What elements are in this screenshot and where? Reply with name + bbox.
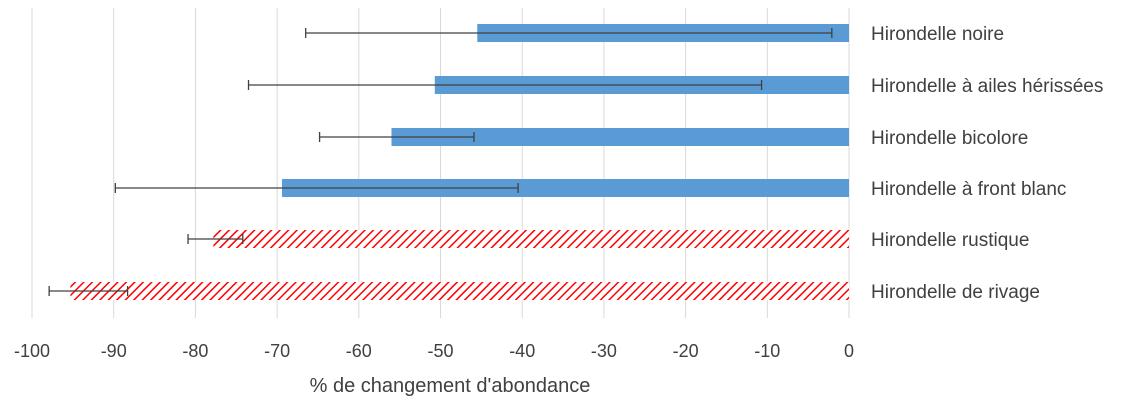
x-tick-label: -70 (264, 341, 290, 361)
x-axis-ticks: -100 -90 -80 -70 -60 -50 -40 -30 -20 -10 0 (14, 341, 854, 361)
bar (391, 128, 849, 146)
category-label: Hirondelle rustique (871, 230, 1029, 251)
x-tick-label: -20 (673, 341, 699, 361)
gridlines (31, 8, 850, 318)
category-labels: Hirondelle noire Hirondelle à ailes héris… (871, 24, 1103, 303)
x-axis-title: % de changement d'abondance (310, 375, 591, 397)
x-tick-label: 0 (844, 341, 854, 361)
error-bar (187, 234, 244, 244)
x-tick-label: -50 (427, 341, 453, 361)
x-tick-label: -40 (509, 341, 535, 361)
x-tick-label: -30 (591, 341, 617, 361)
error-bar (114, 183, 519, 193)
category-label: Hirondelle à front blanc (871, 179, 1066, 200)
bar (282, 179, 849, 197)
bar (70, 282, 850, 300)
x-tick-label: -80 (182, 341, 208, 361)
category-label: Hirondelle de rivage (871, 282, 1040, 303)
error-bar (48, 286, 129, 296)
error-bar (247, 80, 763, 90)
error-bars (48, 28, 833, 296)
bars (70, 24, 850, 300)
category-label: Hirondelle bicolore (871, 128, 1028, 149)
x-tick-label: -60 (346, 341, 372, 361)
category-label: Hirondelle à ailes hérissées (871, 76, 1103, 97)
x-tick-label: -90 (101, 341, 127, 361)
category-label: Hirondelle noire (871, 24, 1004, 45)
x-tick-label: -100 (14, 341, 50, 361)
bar (213, 230, 849, 248)
error-bar (305, 28, 833, 38)
x-tick-label: -10 (754, 341, 780, 361)
error-bar (318, 132, 475, 142)
